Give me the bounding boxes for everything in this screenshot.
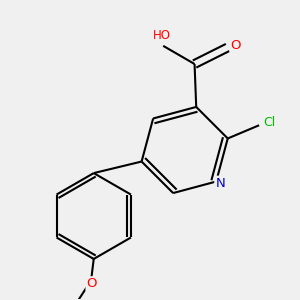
- Text: HO: HO: [152, 29, 170, 42]
- Text: O: O: [231, 39, 241, 52]
- Text: O: O: [86, 277, 97, 290]
- Text: N: N: [215, 177, 225, 190]
- Text: Cl: Cl: [264, 116, 276, 129]
